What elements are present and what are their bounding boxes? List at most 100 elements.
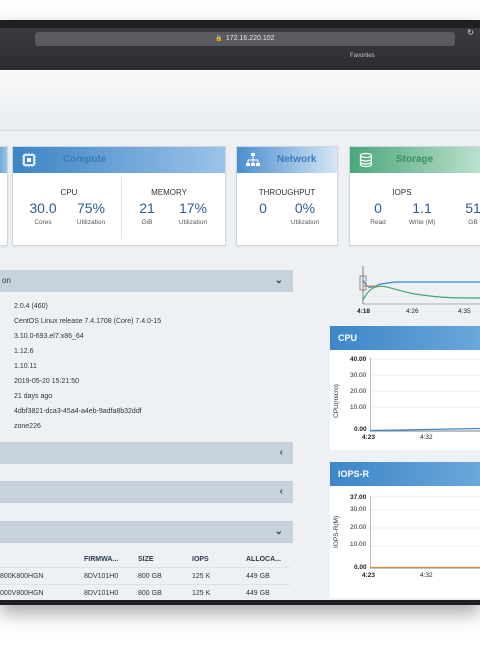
iops-y-tick: 37.00: [350, 494, 367, 501]
chevron-down-icon[interactable]: ⌄: [274, 526, 283, 537]
memory-util-value: 17%: [178, 200, 208, 216]
cpu-label: CPU: [60, 188, 78, 197]
cpu-plot: [370, 358, 480, 432]
info-uuid: 4dbf3821-dca3-45a4-a4eb-9adfa8b32ddf: [14, 408, 142, 415]
info-zone: zone226: [14, 423, 41, 430]
mini-x-tick: 4:35: [458, 308, 471, 315]
iops-y-label: IOPS-R(M): [333, 515, 340, 548]
cpu-cores-value: 30.0: [29, 200, 57, 216]
network-card-header: Network: [237, 147, 337, 173]
info-os: CentOS Linux release 7.4.1708 (Core) 7.4…: [14, 318, 162, 325]
info-docker: 1.12.6: [14, 348, 34, 355]
storage-extra-value: 51: [465, 200, 480, 216]
col-size[interactable]: SIZE: [138, 556, 154, 563]
partial-card-header: [0, 147, 7, 173]
mini-chart: [359, 266, 480, 305]
disk-section-header[interactable]: ⌄: [0, 521, 293, 543]
disk-firmware: 8DV101H0: [84, 573, 119, 580]
divider: [0, 567, 290, 568]
divider: [121, 177, 122, 239]
iops-plot: [370, 496, 480, 569]
cpu-y-tick: 30.00: [350, 372, 367, 379]
browser-toolbar: 🔒 172.16.220.102 ↻ Favorites: [0, 28, 480, 70]
throughput-util-value: 0%: [294, 200, 316, 216]
cpu-util-unit: Utilization: [76, 219, 106, 226]
storage-card-header: Storage: [350, 147, 480, 173]
collapsed-section-1[interactable]: ‹: [0, 442, 293, 464]
iops-chart-panel: [330, 486, 480, 598]
cpu-y-tick: 0.00: [354, 426, 367, 433]
cpu-util-value: 75%: [76, 200, 106, 216]
iops-y-tick: 20.00: [350, 524, 367, 531]
disk-iops: 125 K: [192, 573, 211, 580]
disk-model: 800K800HGN: [0, 573, 44, 580]
compute-title: Compute: [63, 154, 107, 165]
col-firmware[interactable]: FIRMWA...: [84, 556, 119, 563]
chevron-left-icon[interactable]: ‹: [279, 447, 283, 458]
chip-icon: [18, 150, 40, 170]
lock-icon: 🔒: [215, 36, 223, 42]
disk-model: 000V800HGN: [0, 590, 44, 597]
mini-x-tick: 4:26: [406, 308, 419, 315]
compute-card-header: Compute: [13, 147, 225, 173]
compute-card[interactable]: Compute CPU 30.0 75% Cores Utilization M…: [12, 146, 226, 246]
iops-chart-title: IOPS-R: [330, 462, 480, 486]
iops-read-value: 0: [374, 200, 382, 216]
mini-x-tick: 4:18: [357, 308, 371, 315]
cpu-chart-panel: [330, 350, 480, 450]
info-version: 2.0.4 (460): [14, 303, 48, 310]
cpu-cores-unit: Cores: [34, 219, 52, 226]
info-k8s: 1.10.11: [14, 363, 37, 370]
cpu-y-tick: 10.00: [350, 404, 367, 411]
reload-icon[interactable]: ↻: [467, 28, 474, 37]
iops-x-tick: 4:23: [362, 572, 376, 579]
memory-util-unit: Utilization: [178, 219, 208, 226]
info-install-date: 2019-05-20 15:21:50: [14, 378, 79, 385]
storage-card[interactable]: Storage IOPS 0 1.1 51 Read Write (M) GB: [349, 146, 480, 246]
disk-iops: 125 K: [192, 590, 211, 597]
url-text: 172.16.220.102: [225, 35, 275, 42]
throughput-value: 0: [259, 200, 267, 216]
cpu-y-tick: 40.00: [350, 356, 367, 363]
network-card[interactable]: Network THROUGHPUT 0 0% Utilization: [236, 146, 338, 246]
throughput-label: THROUGHPUT: [258, 188, 316, 197]
iops-x-tick: 4:32: [420, 572, 433, 579]
col-allocated[interactable]: ALLOCA...: [246, 556, 281, 563]
iops-write-unit: Write (M): [408, 219, 436, 226]
memory-gib-value: 21: [139, 200, 155, 216]
mini-brush-handle[interactable]: [359, 275, 367, 291]
storage-extra-unit: GB: [468, 219, 478, 226]
dashboard: Compute CPU 30.0 75% Cores Utilization M…: [0, 70, 480, 600]
address-bar[interactable]: 🔒 172.16.220.102: [35, 32, 455, 46]
cpu-series-line: [370, 427, 480, 432]
info-uptime: 21 days ago: [14, 393, 53, 400]
col-iops[interactable]: IOPS: [192, 556, 209, 563]
iops-read-unit: Read: [370, 219, 386, 226]
iops-y-tick: 0.00: [354, 564, 367, 571]
storage-title: Storage: [396, 154, 434, 165]
collapsed-section-2[interactable]: ‹: [0, 481, 293, 503]
mini-line-blue: [362, 279, 480, 288]
favorites-bar-label[interactable]: Favorites: [350, 53, 375, 59]
info-section-title: on: [2, 276, 11, 285]
cpu-y-tick: 20.00: [350, 388, 367, 395]
top-band: [0, 70, 480, 131]
memory-gib-unit: GiB: [141, 219, 153, 226]
memory-label: MEMORY: [151, 188, 187, 197]
chevron-down-icon[interactable]: ⌄: [274, 275, 283, 286]
partial-card-left: [0, 146, 8, 246]
disk-alloc: 449 GB: [246, 573, 270, 580]
cpu-x-tick: 4:23: [362, 434, 376, 441]
info-section-header[interactable]: on ⌄: [0, 270, 293, 292]
iops-write-value: 1.1: [412, 200, 432, 216]
disk-firmware: 8DV101H0: [84, 590, 119, 597]
cpu-x-tick: 4:32: [420, 434, 433, 441]
mini-line-green: [362, 285, 480, 301]
iops-y-tick: 30.00: [350, 506, 367, 513]
throughput-util-unit: Utilization: [290, 219, 320, 226]
disk-size: 800 GB: [138, 590, 162, 597]
divider: [0, 584, 290, 585]
chevron-left-icon[interactable]: ‹: [279, 486, 283, 497]
disk-size: 800 GB: [138, 573, 162, 580]
cpu-y-label: CPU(micro): [333, 384, 340, 418]
